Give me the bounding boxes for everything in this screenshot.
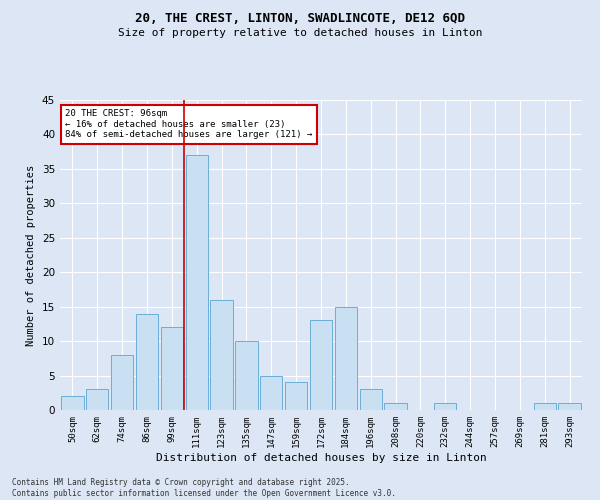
Bar xyxy=(111,355,133,410)
Bar xyxy=(359,390,382,410)
Bar xyxy=(161,328,183,410)
X-axis label: Distribution of detached houses by size in Linton: Distribution of detached houses by size … xyxy=(155,452,487,462)
Bar xyxy=(559,403,581,410)
Bar xyxy=(385,403,407,410)
Y-axis label: Number of detached properties: Number of detached properties xyxy=(26,164,37,346)
Bar xyxy=(285,382,307,410)
Bar xyxy=(335,306,357,410)
Bar xyxy=(310,320,332,410)
Bar xyxy=(533,403,556,410)
Text: 20 THE CREST: 96sqm
← 16% of detached houses are smaller (23)
84% of semi-detach: 20 THE CREST: 96sqm ← 16% of detached ho… xyxy=(65,110,313,139)
Bar xyxy=(136,314,158,410)
Bar xyxy=(260,376,283,410)
Text: Size of property relative to detached houses in Linton: Size of property relative to detached ho… xyxy=(118,28,482,38)
Text: Contains HM Land Registry data © Crown copyright and database right 2025.
Contai: Contains HM Land Registry data © Crown c… xyxy=(12,478,396,498)
Text: 20, THE CREST, LINTON, SWADLINCOTE, DE12 6QD: 20, THE CREST, LINTON, SWADLINCOTE, DE12… xyxy=(135,12,465,26)
Bar xyxy=(185,155,208,410)
Bar xyxy=(86,390,109,410)
Bar xyxy=(434,403,457,410)
Bar xyxy=(61,396,83,410)
Bar xyxy=(211,300,233,410)
Bar xyxy=(235,341,257,410)
